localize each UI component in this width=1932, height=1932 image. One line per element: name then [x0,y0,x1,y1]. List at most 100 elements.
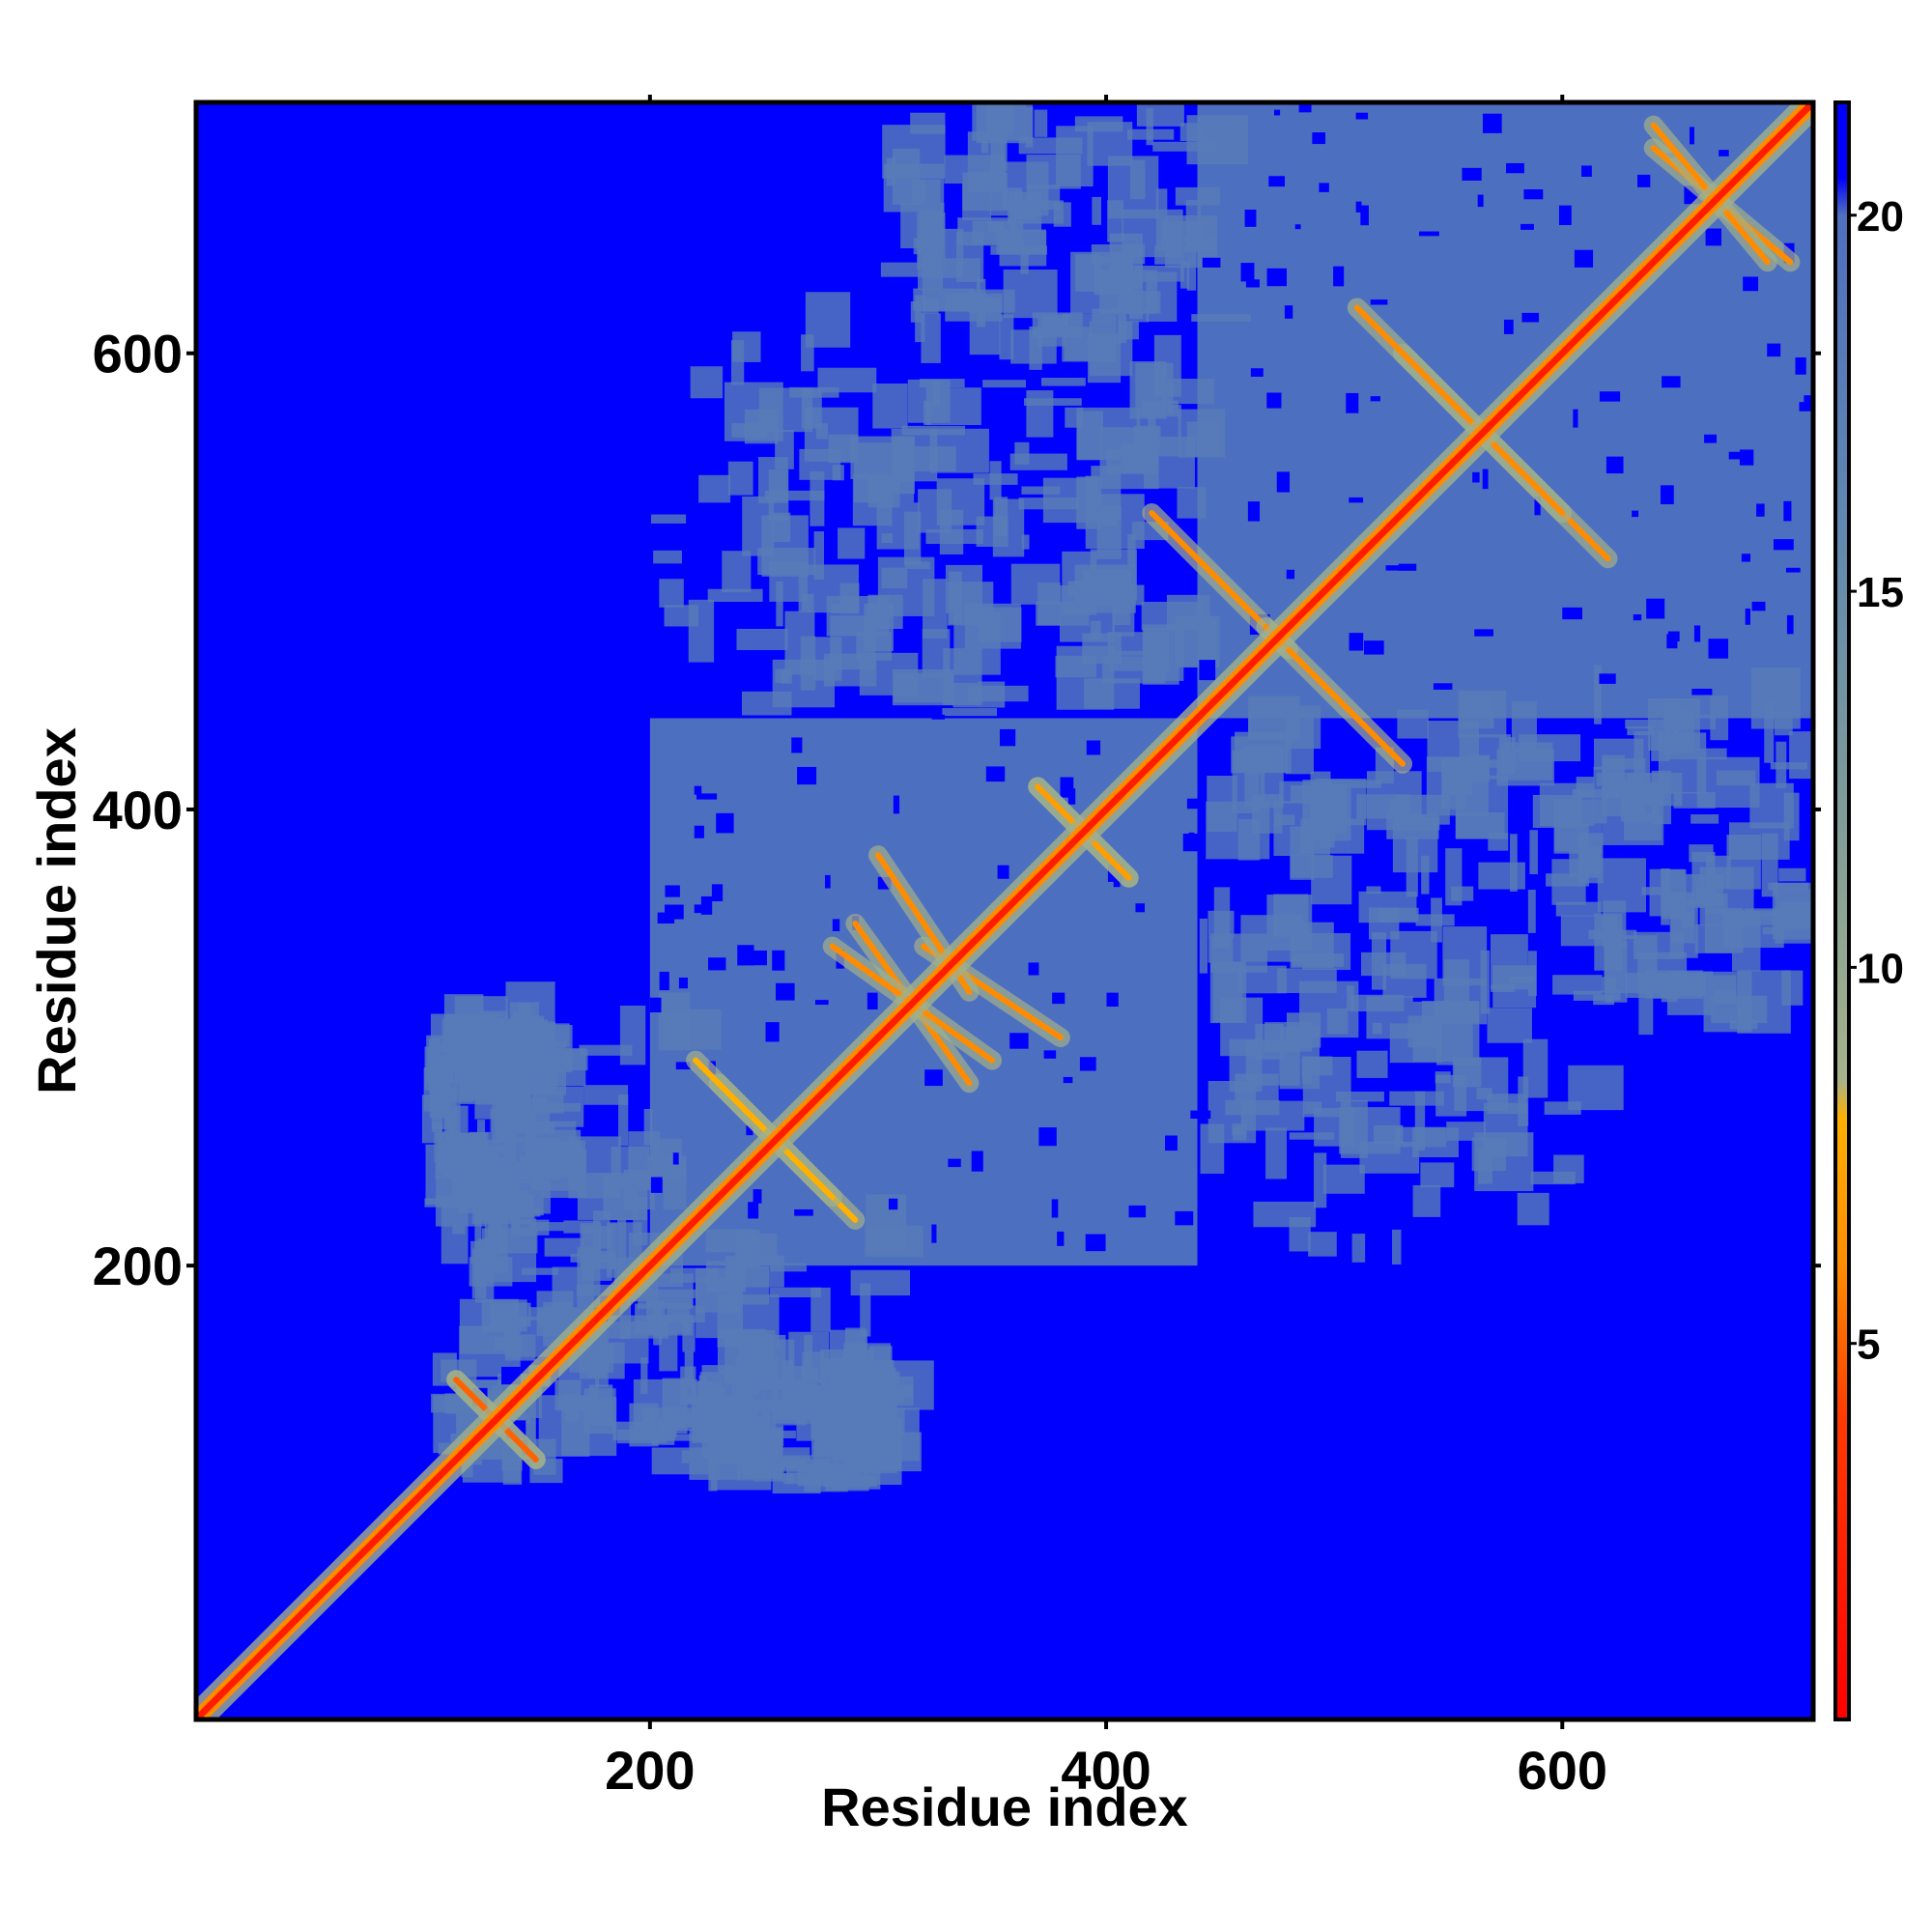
contact-patch-1-b [1412,1184,1441,1217]
domain-gap-1 [1190,1110,1211,1120]
contact-patch-4-a [1710,696,1729,741]
domain-gap-2 [1333,266,1345,287]
contact-patch-4-a [1593,994,1615,1006]
contact-patch-1-b [1414,1091,1426,1151]
contact-patch-0-b [776,581,783,627]
heatmap-cells [196,102,1813,1719]
contact-patch-1-a [801,334,814,372]
contact-patch-1-a [1085,494,1145,550]
contact-patch-3-a [771,1438,781,1464]
contact-patch-0-b [925,528,983,545]
contact-patch-1-a [653,550,682,564]
contact-patch-0-a [1421,1001,1480,1024]
domain-gap-1 [675,1062,691,1070]
domain-gap-2 [1693,625,1701,642]
domain-gap-2 [1294,224,1301,230]
domain-gap-2 [1477,194,1484,208]
contact-patch-2-b [515,1413,530,1425]
domain-gap-1 [1063,1076,1073,1084]
contact-patch-4-a [1728,822,1790,860]
contact-patch-2-a [656,1417,677,1438]
contact-patch-3-b [421,1094,443,1144]
contact-patch-0-b [1026,390,1054,438]
contact-patch-3-a [801,1368,819,1384]
domain-gap-1 [711,884,724,902]
contact-patch-4-b [919,210,943,243]
contact-patch-2-a [608,1315,668,1339]
contact-patch-0-b [1014,441,1030,465]
contact-patch-2-a [850,1269,911,1296]
domain-gap-1 [776,982,795,1001]
contact-patch-1-a [852,473,893,526]
heatmap-plot-area [193,99,1816,1722]
domain-gap-1 [737,945,754,966]
contact-patch-0-b [982,380,1026,388]
contact-patch-1-a [650,514,687,524]
contact-patch-4-b [880,262,923,277]
domain-gap-2 [1637,174,1651,187]
contact-patch-4-a [1627,772,1683,807]
domain-gap-2 [1245,279,1260,288]
domain-gap-1 [672,1152,679,1165]
contact-patch-0-b [910,445,956,471]
contact-patch-2-a [770,1263,808,1272]
contact-patch-1-a [724,382,783,441]
strand-contact-7 [693,1057,836,1201]
domain-gap-1 [832,919,840,932]
domain-gap-2 [1247,501,1261,522]
contact-patch-1-a [659,579,684,608]
contact-patch-1-a [799,448,841,480]
contact-patch-1-a [789,386,839,398]
domain-gap-2 [1804,395,1813,406]
domain-gap-1 [748,1202,759,1219]
contact-patch-4-a [1764,699,1775,763]
domain-gap-2 [1202,257,1221,268]
contact-patch-2-a [668,1413,711,1426]
contact-patch-0-a [1555,901,1602,917]
contact-patch-1-b [1358,891,1417,923]
domain-gap-1 [657,912,675,924]
y-tick-label: 600 [93,324,183,384]
contact-patch-1-a [979,607,1022,642]
domain-gap-2 [1482,113,1502,133]
contact-patch-0-a [1478,862,1525,890]
domain-gap-2 [1523,189,1544,200]
domain-gap-1 [1086,740,1101,755]
contact-patch-1-b [1435,1074,1467,1117]
contact-patch-4-a [1731,911,1761,972]
contact-patch-4-a [1783,792,1800,841]
contact-patch-2-b [477,1238,498,1260]
contact-patch-1-a [730,340,745,385]
domain-gap-2 [1360,205,1369,226]
contact-patch-0-a [1322,1164,1365,1194]
contact-patch-3-b [529,1222,564,1232]
contact-patch-1-b [1356,1050,1388,1078]
contact-patch-1-b [1510,834,1518,892]
contact-patch-1-a [798,564,859,613]
contact-patch-3-a [749,1430,796,1439]
contact-patch-4-b [1053,202,1071,227]
contact-patch-0-a [1508,976,1535,983]
contact-patch-4-b [886,157,896,186]
contact-patch-0-a [1487,1008,1532,1043]
domain-gap-2 [1581,165,1592,177]
contact-patch-0-a [1527,951,1537,997]
contact-patch-1-a [698,474,731,503]
contact-patch-1-b [1274,814,1295,826]
contact-patch-1-b [1389,1023,1442,1064]
contact-patch-1-a [1191,314,1251,322]
contact-patch-3-b [424,1046,479,1091]
x-tick-label: 600 [1518,1740,1607,1801]
contact-patch-3-b [479,1157,506,1221]
contact-patch-1-a [707,588,763,603]
contact-patch-1-b [1206,801,1270,860]
contact-patch-1-b [1431,897,1442,943]
domain-gap-2 [1284,305,1293,319]
domain-gap-2 [1266,392,1282,409]
domain-gap-2 [1767,343,1781,357]
contact-patch-1-b [1459,695,1494,729]
domain-gap-2 [1503,319,1514,334]
contact-patch-3-b [520,1155,545,1168]
x-tick-label: 400 [1061,1740,1151,1801]
contact-patch-0-b [813,531,825,580]
